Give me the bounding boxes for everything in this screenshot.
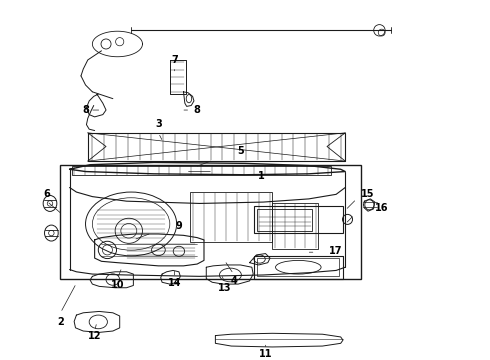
Text: 7: 7 <box>171 55 178 65</box>
Bar <box>72 166 331 175</box>
Text: 17: 17 <box>329 246 343 256</box>
Text: 14: 14 <box>168 278 181 288</box>
Bar <box>257 209 312 231</box>
Text: 5: 5 <box>237 146 244 156</box>
Bar <box>272 203 318 249</box>
Text: 2: 2 <box>57 317 64 327</box>
Bar <box>60 165 361 279</box>
Text: 1: 1 <box>258 171 264 181</box>
Text: 9: 9 <box>175 221 182 231</box>
Text: 6: 6 <box>44 189 50 199</box>
Text: 10: 10 <box>111 280 124 291</box>
Text: 3: 3 <box>155 119 162 129</box>
Text: 8: 8 <box>194 105 200 115</box>
Bar <box>254 206 343 233</box>
Bar <box>257 258 339 276</box>
Bar <box>190 192 272 242</box>
Text: 4: 4 <box>230 276 237 286</box>
Text: 13: 13 <box>218 283 231 293</box>
Text: 12: 12 <box>88 330 101 341</box>
Text: 11: 11 <box>259 349 272 359</box>
Text: 15: 15 <box>361 189 375 199</box>
Text: 16: 16 <box>375 203 389 213</box>
Text: 8: 8 <box>82 105 89 115</box>
